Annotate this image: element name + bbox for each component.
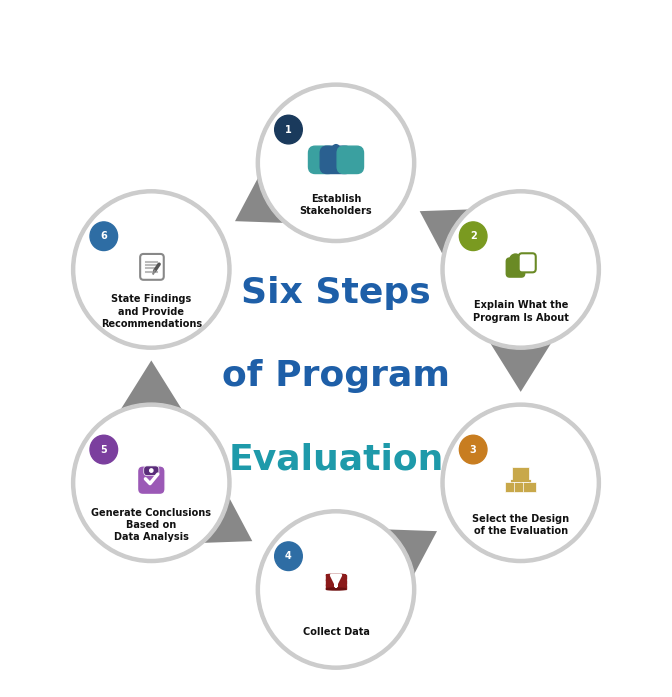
FancyBboxPatch shape [321, 146, 351, 174]
Text: Evaluation: Evaluation [228, 442, 444, 476]
FancyBboxPatch shape [519, 253, 536, 273]
Text: 3: 3 [470, 445, 476, 454]
Circle shape [509, 254, 521, 266]
Ellipse shape [259, 86, 413, 240]
Text: 1: 1 [285, 125, 292, 135]
Circle shape [90, 222, 118, 250]
Circle shape [460, 435, 487, 464]
Circle shape [333, 145, 339, 152]
Ellipse shape [75, 406, 228, 560]
Ellipse shape [256, 510, 416, 669]
Ellipse shape [444, 406, 597, 560]
Text: Collect Data: Collect Data [302, 627, 370, 636]
Text: of Program: of Program [222, 359, 450, 393]
FancyBboxPatch shape [514, 482, 528, 491]
Ellipse shape [444, 193, 597, 346]
FancyBboxPatch shape [138, 466, 165, 494]
FancyBboxPatch shape [506, 258, 525, 277]
Ellipse shape [72, 190, 231, 349]
FancyBboxPatch shape [512, 467, 530, 481]
Ellipse shape [326, 588, 346, 590]
Text: Select the Design
of the Evaluation: Select the Design of the Evaluation [472, 514, 569, 536]
Circle shape [319, 148, 325, 154]
Text: Establish
Stakeholders: Establish Stakeholders [300, 194, 372, 216]
Circle shape [150, 469, 153, 473]
Circle shape [460, 222, 487, 250]
Ellipse shape [326, 584, 346, 586]
Text: State Findings
and Provide
Recommendations: State Findings and Provide Recommendatio… [101, 294, 202, 329]
FancyBboxPatch shape [144, 466, 159, 475]
Ellipse shape [326, 574, 346, 576]
FancyBboxPatch shape [308, 146, 335, 174]
Text: 4: 4 [285, 551, 292, 561]
Text: 2: 2 [470, 231, 476, 241]
Bar [326, 575, 346, 579]
Text: 5: 5 [100, 445, 107, 454]
Bar [326, 585, 346, 589]
Circle shape [90, 435, 118, 464]
Circle shape [275, 115, 302, 144]
FancyBboxPatch shape [505, 482, 518, 491]
Ellipse shape [441, 403, 600, 562]
FancyBboxPatch shape [140, 254, 164, 279]
Text: Generate Conclusions
Based on
Data Analysis: Generate Conclusions Based on Data Analy… [91, 507, 211, 542]
Text: Explain What the
Program Is About: Explain What the Program Is About [473, 300, 569, 323]
Ellipse shape [75, 193, 228, 346]
Circle shape [275, 542, 302, 571]
Ellipse shape [72, 403, 231, 562]
Ellipse shape [259, 513, 413, 666]
Bar [326, 580, 346, 584]
Text: 6: 6 [100, 231, 107, 241]
Ellipse shape [256, 83, 416, 243]
Ellipse shape [326, 579, 346, 581]
FancyBboxPatch shape [523, 482, 536, 491]
Ellipse shape [441, 190, 600, 349]
Text: Six Steps: Six Steps [241, 276, 431, 310]
FancyBboxPatch shape [337, 146, 364, 174]
Circle shape [347, 148, 353, 154]
